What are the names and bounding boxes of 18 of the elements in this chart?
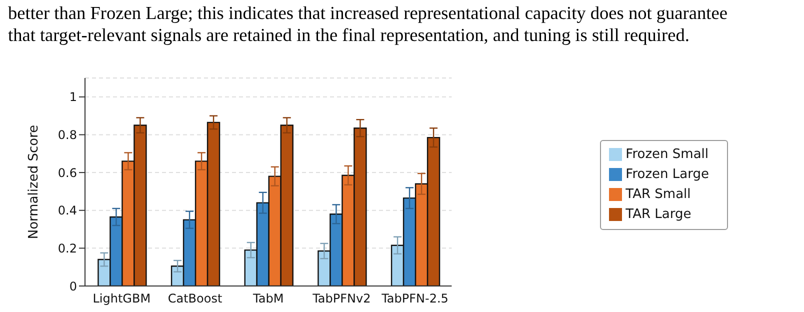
text: that target-relevant signals are retained in the final representation, and tuning is still required. (8, 24, 690, 46)
legend-label: TAR Large (626, 207, 692, 222)
legend-label: Frozen Large (626, 167, 709, 182)
x-tick-label: LightGBM (92, 292, 151, 306)
text: better than Frozen Large; this indicates that increased representational capacity does not guarantee (8, 2, 728, 24)
y-tick-label: 0 (69, 279, 77, 294)
y-tick-label: 0.6 (58, 166, 77, 180)
y-tick-label: 0.2 (58, 241, 77, 256)
x-tick-label: TabPFNv2 (312, 292, 371, 306)
y-tick-label: 0.8 (58, 128, 77, 142)
x-tick-label: TabM (252, 292, 284, 306)
x-tick-label: TabPFN-2.5 (380, 292, 448, 306)
y-tick-label: 1 (69, 90, 77, 104)
legend-label: Frozen Small (626, 147, 709, 162)
y-tick-label: 0.4 (58, 204, 77, 218)
y-axis-title: Normalized Score (26, 124, 42, 240)
legend-label: TAR Small (626, 187, 691, 202)
x-tick-label: CatBoost (168, 292, 222, 306)
